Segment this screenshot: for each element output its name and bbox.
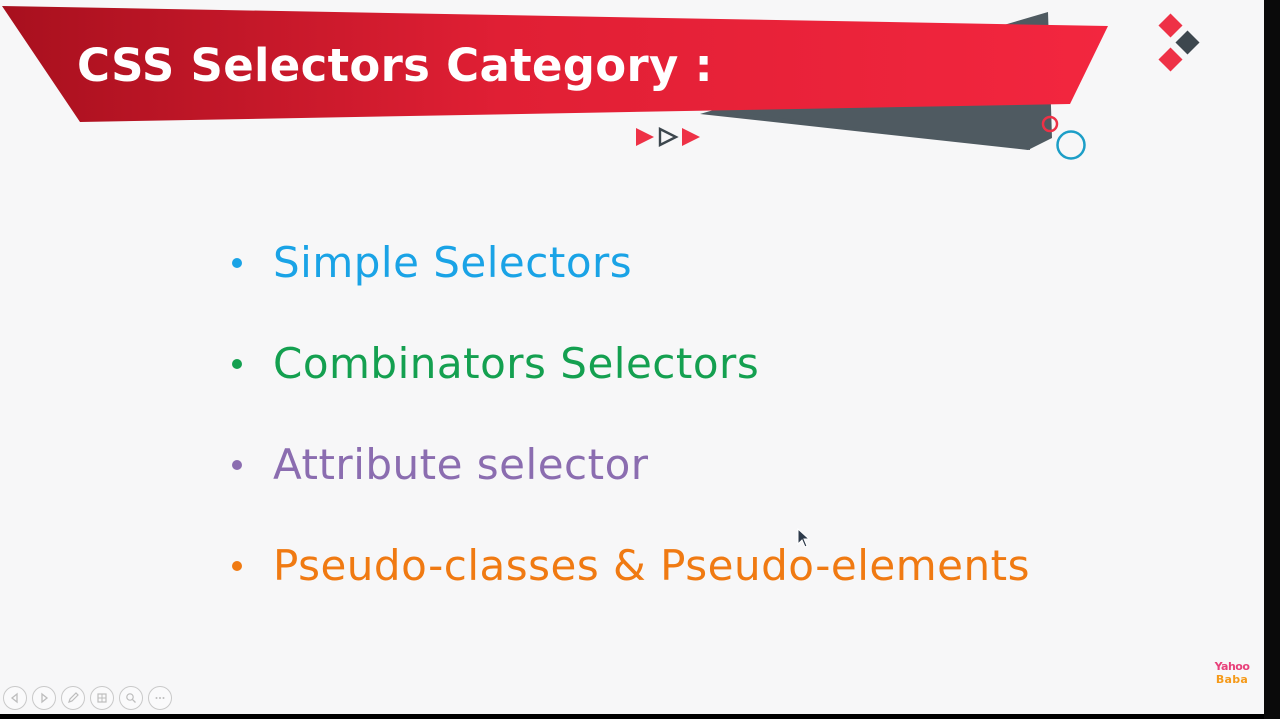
previous-icon xyxy=(10,692,18,704)
slides-grid-icon xyxy=(97,693,107,703)
more-icon xyxy=(155,697,165,699)
bullet-text-attribute-selector: Attribute selector xyxy=(273,439,649,489)
bullet-dot xyxy=(232,257,242,268)
diamond-cluster-icon xyxy=(1158,13,1200,72)
list-item: Combinators Selectors xyxy=(232,313,1030,414)
channel-watermark: Yahoo Baba xyxy=(1206,660,1258,686)
banner-red-band xyxy=(2,6,1108,122)
see-all-slides-button[interactable] xyxy=(90,686,114,710)
pen-icon xyxy=(68,692,79,703)
bullet-text-combinators-selectors: Combinators Selectors xyxy=(273,338,760,388)
list-item: Pseudo-classes & Pseudo-elements xyxy=(232,515,1030,616)
title-banner xyxy=(2,6,1108,150)
bullet-dot xyxy=(232,358,242,369)
watermark-text-top: Yahoo xyxy=(1214,660,1250,673)
list-item: Simple Selectors xyxy=(232,212,1030,313)
bullet-dot xyxy=(232,459,242,470)
ring-icon xyxy=(1056,130,1086,160)
watermark-text-bottom: Baba xyxy=(1215,673,1249,686)
list-item: Attribute selector xyxy=(232,414,1030,515)
bullet-dot xyxy=(232,560,242,571)
previous-slide-button[interactable] xyxy=(3,686,27,710)
play-arrows-icon xyxy=(636,127,700,147)
mouse-pointer-icon xyxy=(797,528,811,548)
next-slide-button[interactable] xyxy=(32,686,56,710)
ring-icon xyxy=(1041,115,1059,133)
zoom-icon xyxy=(126,693,136,703)
selector-category-list: Simple Selectors Combinators Selectors A… xyxy=(232,212,1030,616)
slide-title: CSS Selectors Category : xyxy=(77,39,713,92)
next-icon xyxy=(41,692,49,704)
bullet-text-pseudo-classes-elements: Pseudo-classes & Pseudo-elements xyxy=(273,540,1030,590)
slideshow-controls xyxy=(3,686,172,712)
bullet-text-simple-selectors: Simple Selectors xyxy=(273,237,633,287)
more-options-button[interactable] xyxy=(148,686,172,710)
window-edge xyxy=(1264,0,1280,719)
zoom-button[interactable] xyxy=(119,686,143,710)
pen-button[interactable] xyxy=(61,686,85,710)
